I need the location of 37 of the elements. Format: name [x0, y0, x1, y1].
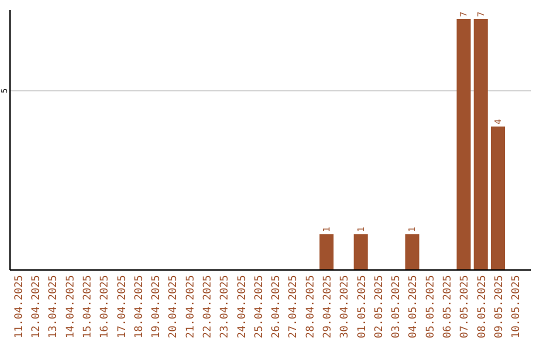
data-label: 1: [356, 226, 367, 232]
x-tick-label: 16.04.2025: [98, 275, 111, 338]
x-tick-label: 27.04.2025: [287, 275, 300, 338]
x-tick-label: 22.04.2025: [201, 275, 214, 338]
x-tick-label: 11.04.2025: [12, 275, 25, 338]
x-tick-label: 07.05.2025: [458, 275, 471, 338]
x-tick-label: 12.04.2025: [30, 275, 42, 338]
x-tick-label: 24.04.2025: [236, 275, 248, 338]
x-tick-label: 14.04.2025: [64, 275, 76, 338]
x-tick-label: 10.05.2025: [510, 275, 522, 338]
x-tick-label: 25.04.2025: [252, 275, 265, 338]
data-label: 1: [408, 226, 418, 232]
x-tick-label: 19.04.2025: [150, 275, 162, 338]
x-tick-label: 01.05.2025: [356, 275, 368, 338]
data-label: 1: [322, 226, 333, 232]
x-tick-label: 18.04.2025: [132, 275, 145, 338]
x-tick-label: 06.05.2025: [442, 275, 454, 338]
x-tick-label: 08.05.2025: [476, 275, 488, 338]
y-tick-label: 5: [0, 88, 9, 94]
x-tick-label: 29.04.2025: [322, 275, 334, 338]
x-tick-label: 28.04.2025: [304, 275, 316, 338]
x-tick-label: 26.04.2025: [270, 275, 282, 338]
x-tick-label: 05.05.2025: [424, 275, 436, 338]
x-tick-label: 23.04.2025: [218, 275, 231, 338]
x-tick-label: 03.05.2025: [390, 275, 402, 338]
x-tick-label: 30.04.2025: [338, 275, 351, 338]
x-tick-label: 04.05.2025: [407, 275, 420, 338]
x-tick-label: 20.04.2025: [167, 275, 180, 338]
x-tick-label: 21.04.2025: [184, 275, 196, 338]
data-label: 4: [494, 119, 504, 125]
x-tick-label: 02.05.2025: [372, 275, 385, 338]
data-label: 7: [460, 12, 470, 17]
data-label: 7: [476, 12, 487, 17]
x-tick-label: 15.04.2025: [81, 275, 94, 338]
x-tick-label: 13.04.2025: [47, 275, 60, 338]
x-tick-label: 09.05.2025: [492, 275, 505, 338]
x-tick-label: 17.04.2025: [116, 275, 128, 338]
